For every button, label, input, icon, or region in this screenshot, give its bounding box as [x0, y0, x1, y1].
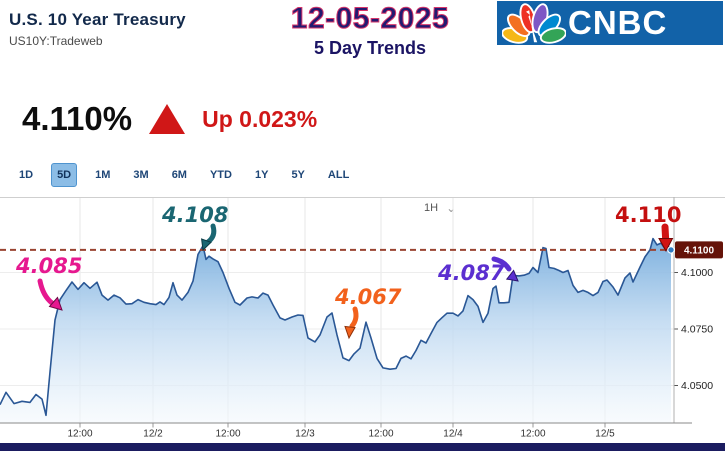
annotation-arrows — [37, 223, 674, 340]
x-axis-label: 12:00 — [67, 429, 92, 440]
chevron-down-icon: ⌄ — [446, 201, 457, 215]
x-axis-label: 12/2 — [143, 429, 163, 440]
annotation-4-087: 4.087 — [437, 261, 505, 285]
annotation-4-085: 4.085 — [15, 254, 82, 278]
cnbc-wordmark: CNBC — [568, 4, 668, 41]
chart-canvas[interactable]: 12:00 12/2 12:00 12/3 12:00 12/4 12:00 12/5 4.10… — [0, 197, 725, 443]
banner-date: 12-05-2025 — [290, 2, 450, 36]
annotation-4-108: 4.108 — [161, 203, 228, 227]
arrow-teal-icon — [201, 223, 217, 252]
current-price-badge — [675, 241, 723, 259]
tab-ytd[interactable]: YTD — [209, 169, 232, 181]
banner-subtitle: 5 Day Trends — [313, 38, 427, 58]
y-axis-label: 4.0500 — [681, 380, 713, 392]
up-triangle-icon — [149, 104, 186, 134]
arrow-purple-icon — [491, 256, 519, 282]
bottom-bar — [0, 443, 725, 451]
x-axis-label: 12:00 — [215, 429, 240, 440]
change-label: Up 0.023% — [202, 105, 318, 132]
x-axis-label: 12:00 — [520, 429, 545, 440]
quote-row: 4.110% Up 0.023% — [22, 100, 317, 138]
range-tabs: 1D 5D 1M 3M 6M YTD 1Y 5Y ALL — [14, 163, 354, 187]
y-axis-label: 4.1000 — [681, 267, 713, 279]
x-axis-label: 12/3 — [295, 429, 315, 440]
tab-1y[interactable]: 1Y — [254, 169, 269, 181]
tab-5d[interactable]: 5D — [51, 163, 78, 187]
tab-all[interactable]: ALL — [327, 169, 350, 181]
arrow-red-icon — [658, 223, 674, 253]
cnbc-logo: CNBC — [497, 1, 723, 45]
chart-overlay-layer: 4.1100 4.085 4.108 4.067 4.087 4.110 — [15, 203, 723, 309]
arrow-orange-icon — [344, 306, 359, 340]
tab-3m[interactable]: 3M — [133, 169, 149, 181]
y-axis-label: 4.0750 — [681, 324, 713, 336]
tab-6m[interactable]: 6M — [171, 169, 187, 181]
annotation-4-110: 4.110 — [615, 203, 681, 227]
tab-5y[interactable]: 5Y — [291, 169, 305, 181]
interval-label: 1H — [424, 202, 439, 214]
tab-1m[interactable]: 1M — [95, 169, 111, 181]
x-axis-label: 12/4 — [443, 429, 463, 440]
current-price-badge-label: 4.1100 — [684, 245, 714, 256]
chart-plot-layer: 12:00 12/2 12:00 12/3 12:00 12/4 12:00 12/5 4.10… — [0, 197, 725, 440]
instrument-symbol: US10Y:Tradeweb — [9, 34, 103, 48]
x-axis-label: 12/5 — [595, 429, 615, 440]
yield-value: 4.110% — [22, 100, 133, 137]
interval-selector[interactable]: 1H ⌄ — [424, 202, 456, 214]
date-banner: 12-05-2025 5 Day Trends — [280, 2, 460, 59]
arrow-magenta-icon — [37, 278, 63, 311]
tab-1d[interactable]: 1D — [19, 169, 34, 181]
instrument-header: U.S. 10 Year Treasury US10Y:Tradeweb — [9, 10, 186, 48]
peacock-icon — [502, 3, 566, 44]
instrument-title: U.S. 10 Year Treasury — [9, 10, 186, 29]
yield-line — [0, 237, 672, 417]
last-point-dot — [667, 246, 675, 254]
x-axis-label: 12:00 — [368, 429, 393, 440]
annotation-4-067: 4.067 — [334, 285, 402, 309]
